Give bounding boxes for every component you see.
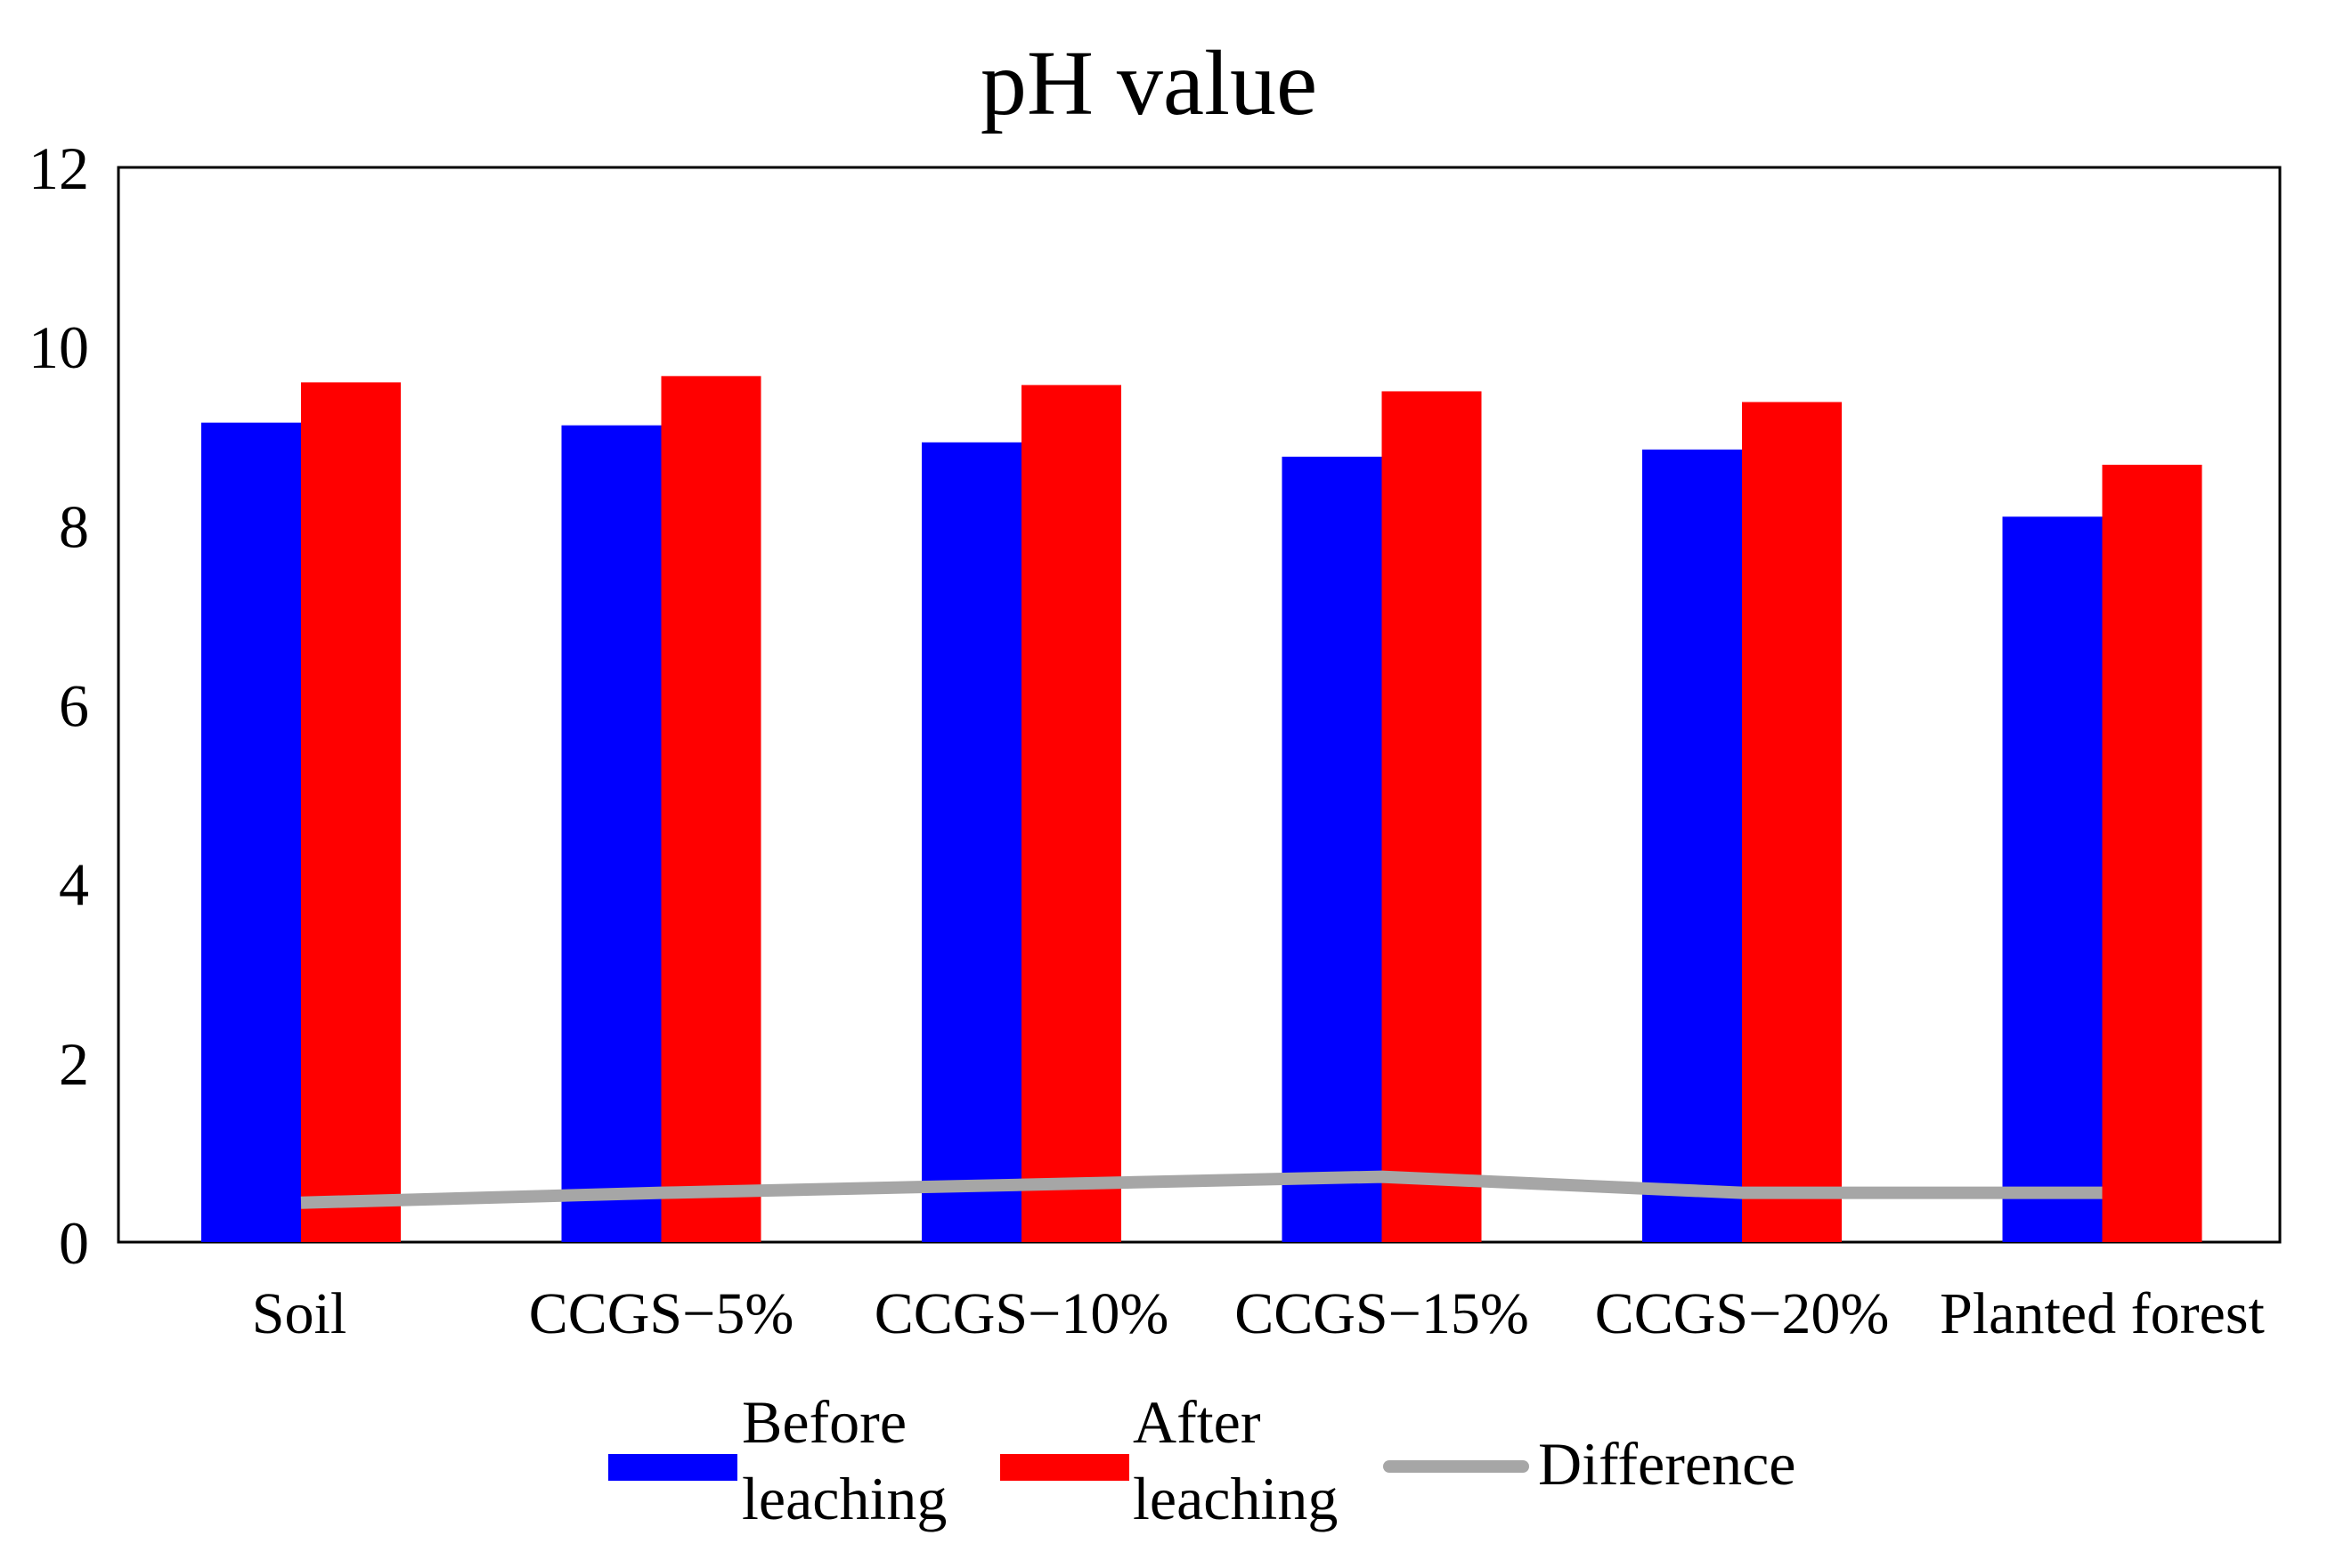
bar-after-0 [301, 382, 401, 1242]
legend-label-0: Before leaching [742, 1388, 947, 1532]
bar-before-2 [922, 442, 1021, 1242]
legend: Before leaching After leaching Difference [608, 1388, 1795, 1532]
legend-label-1: After leaching [1133, 1388, 1338, 1532]
y-tick-label: 2 [59, 1030, 89, 1098]
x-tick-label: Planted forest [1940, 1281, 2265, 1346]
axes: 0 2 4 6 8 10 12 Soil CCGS−5% CCGS−10% CCGS−15% CCGS… [28, 134, 2282, 1346]
y-tick-label: 4 [59, 851, 89, 919]
bar-after-5 [2102, 464, 2202, 1242]
difference-line-layer [300, 1170, 2103, 1209]
y-tick-label: 12 [28, 134, 89, 202]
bar-before-1 [561, 425, 662, 1242]
bar-before-4 [1642, 449, 1742, 1242]
bar-before-0 [201, 422, 301, 1243]
bar-before-5 [2002, 516, 2103, 1242]
plot-frame [117, 166, 2282, 1244]
x-tick-label: Soil [252, 1281, 346, 1346]
x-tick-label: CCGS−10% [875, 1281, 1169, 1346]
y-tick-label: 6 [59, 672, 89, 740]
x-tick-label: CCGS−15% [1234, 1281, 1529, 1346]
bar-after-3 [1381, 391, 1482, 1242]
difference-line [300, 1170, 2103, 1209]
x-tick-label: CCGS−5% [529, 1281, 794, 1346]
bar-after-2 [1021, 385, 1121, 1243]
y-tick-label: 0 [59, 1209, 89, 1277]
bars [201, 376, 2202, 1243]
legend-label-2: Difference [1538, 1430, 1795, 1498]
chart-title: pH value [981, 32, 1317, 134]
bar-before-3 [1282, 456, 1382, 1242]
bar-after-4 [1742, 402, 1842, 1242]
legend-swatch-1 [1000, 1454, 1129, 1481]
bar-after-1 [661, 376, 761, 1243]
x-tick-label: CCGS−20% [1595, 1281, 1890, 1346]
y-tick-label: 8 [59, 492, 89, 560]
legend-swatch-0 [608, 1454, 737, 1481]
y-tick-label: 10 [28, 313, 89, 381]
